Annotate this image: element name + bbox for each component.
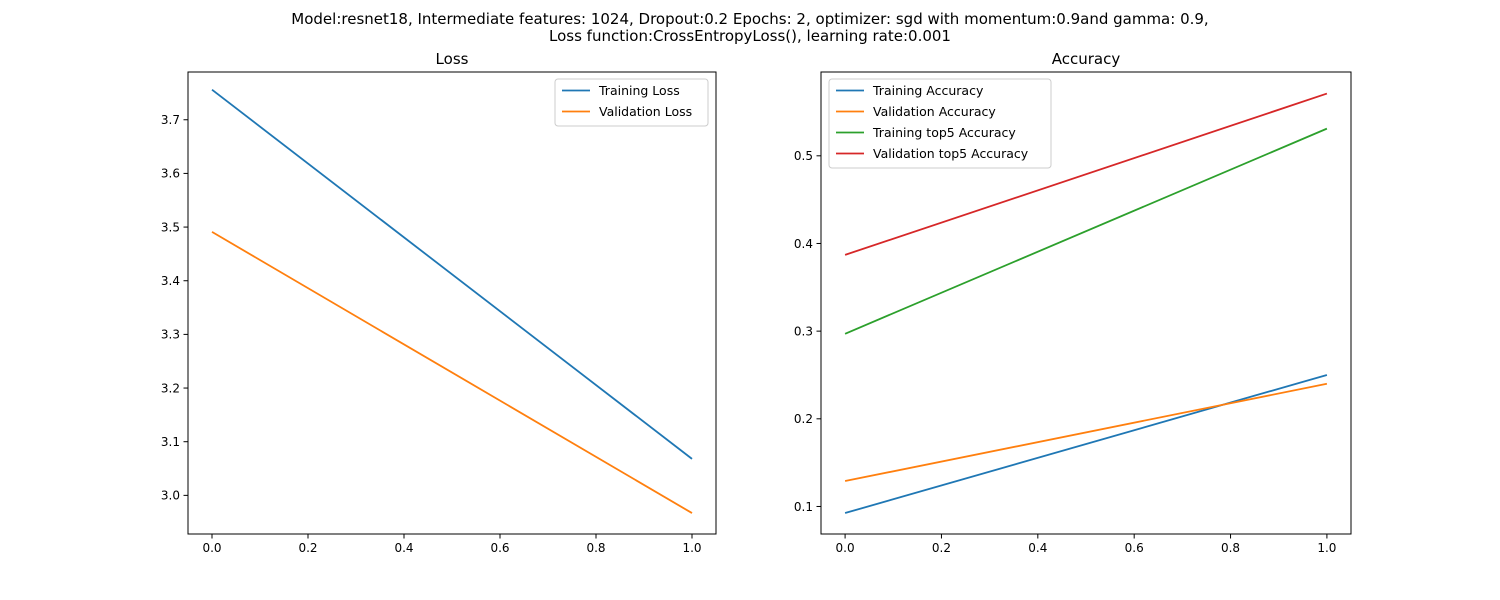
x-tick-label: 0.0 [836, 541, 855, 555]
y-tick-label: 0.5 [794, 149, 813, 163]
y-tick-label: 3.0 [161, 489, 180, 503]
plot-frame [820, 71, 1352, 535]
y-tick-label: 3.5 [161, 220, 180, 234]
series-line [844, 382, 1328, 482]
series-line [844, 127, 1328, 335]
x-tick-label: 1.0 [682, 541, 701, 555]
series-line [211, 88, 693, 460]
x-tick-label: 1.0 [1317, 541, 1336, 555]
x-tick-label: 0.4 [1028, 541, 1047, 555]
x-tick-label: 0.2 [932, 541, 951, 555]
x-tick-label: 0.6 [490, 541, 509, 555]
y-tick-label: 3.2 [161, 381, 180, 395]
legend-label: Validation Loss [599, 104, 692, 119]
chart-title: Loss [436, 50, 469, 68]
y-tick-label: 3.7 [161, 113, 180, 127]
y-tick-label: 0.4 [794, 237, 813, 251]
y-tick-label: 3.3 [161, 328, 180, 342]
loss-chart: Loss 0.0 0.2 0.4 0.6 0.8 1.0 3.0 3.1 3.2 3.3 3.4 3.5… [161, 50, 717, 555]
legend-label: Training Accuracy [872, 83, 984, 98]
figure-title-line-2: Loss function:CrossEntropyLoss(), learni… [549, 27, 951, 45]
legend-label: Validation Accuracy [873, 104, 996, 119]
y-tick-label: 3.6 [161, 167, 180, 181]
accuracy-chart: Accuracy 0.0 0.2 0.4 0.6 0.8 1.0 0.1 0.2 0.3 0.4 0.… [794, 50, 1352, 555]
x-tick-label: 0.8 [586, 541, 605, 555]
x-tick-label: 0.0 [202, 541, 221, 555]
legend-label: Training top5 Accuracy [872, 125, 1016, 140]
x-tick-label: 0.4 [394, 541, 413, 555]
series-line [844, 92, 1328, 256]
legend-label: Training Loss [598, 83, 680, 98]
x-tick-label: 0.8 [1221, 541, 1240, 555]
legend: Training Accuracy Validation Accuracy Trai… [828, 78, 1052, 169]
x-tick-label: 0.6 [1125, 541, 1144, 555]
x-tick-label: 0.2 [298, 541, 317, 555]
legend-box [554, 78, 709, 127]
y-tick-label: 3.4 [161, 274, 180, 288]
y-tick-label: 3.1 [161, 435, 180, 449]
y-tick-label: 0.3 [794, 324, 813, 338]
chart-title: Accuracy [1052, 50, 1121, 68]
plot-frame [187, 71, 717, 535]
y-tick-label: 0.1 [794, 500, 813, 514]
figure-title-line-1: Model:resnet18, Intermediate features: 1… [291, 10, 1209, 28]
y-tick-label: 0.2 [794, 412, 813, 426]
series-line [844, 374, 1328, 514]
legend-box [828, 78, 1052, 169]
legend-label: Validation top5 Accuracy [873, 146, 1029, 161]
series-line [211, 231, 693, 514]
legend: Training Loss Validation Loss [554, 78, 709, 127]
